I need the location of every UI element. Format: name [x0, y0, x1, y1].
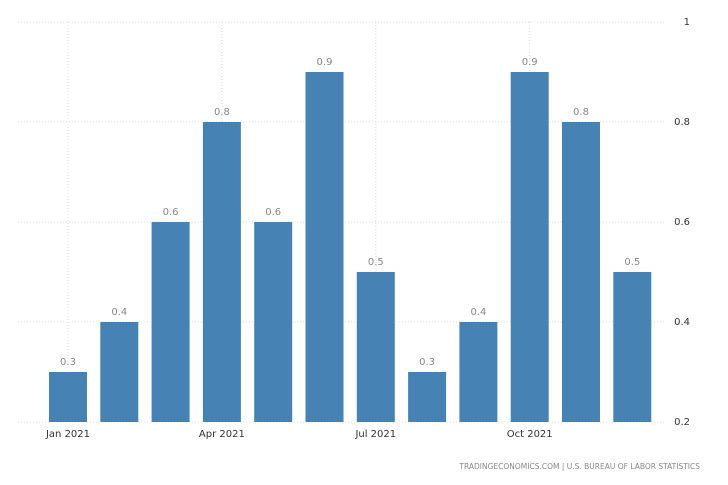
y-tick-label: 0.4 [674, 317, 690, 328]
bar [254, 222, 293, 422]
value-label: 0.3 [419, 357, 435, 368]
y-tick-label: 0.8 [674, 117, 690, 128]
value-label: 0.4 [111, 307, 127, 318]
x-tick-label: Jul 2021 [354, 429, 396, 440]
x-tick-label: Oct 2021 [507, 429, 553, 440]
x-tick-label: Apr 2021 [199, 429, 245, 440]
source: TRADINGECONOMICS.COM | U.S. BUREAU OF LA… [458, 462, 700, 471]
bar [305, 72, 344, 422]
bar [562, 122, 600, 422]
value-label: 0.9 [317, 57, 333, 68]
value-label: 0.9 [522, 57, 538, 68]
bar [408, 372, 447, 422]
y-tick-label: 1 [684, 17, 690, 28]
x-tick-label: Jan 2021 [45, 429, 90, 440]
bar [356, 272, 395, 422]
value-label: 0.6 [265, 207, 281, 218]
bar [202, 122, 241, 422]
bar [151, 222, 190, 422]
y-tick-label: 0.6 [674, 217, 690, 228]
value-label: 0.8 [214, 107, 230, 118]
value-label: 0.4 [470, 307, 486, 318]
value-label: 0.3 [60, 357, 76, 368]
bar [613, 272, 652, 422]
value-label: 0.8 [573, 107, 589, 118]
y-tick-label: 0.2 [674, 417, 690, 428]
value-label: 0.5 [624, 257, 640, 268]
bar [49, 372, 87, 422]
value-label: 0.6 [163, 207, 179, 218]
value-label: 0.5 [368, 257, 384, 268]
bar [100, 322, 139, 422]
bar [510, 72, 549, 422]
bar [459, 322, 498, 422]
